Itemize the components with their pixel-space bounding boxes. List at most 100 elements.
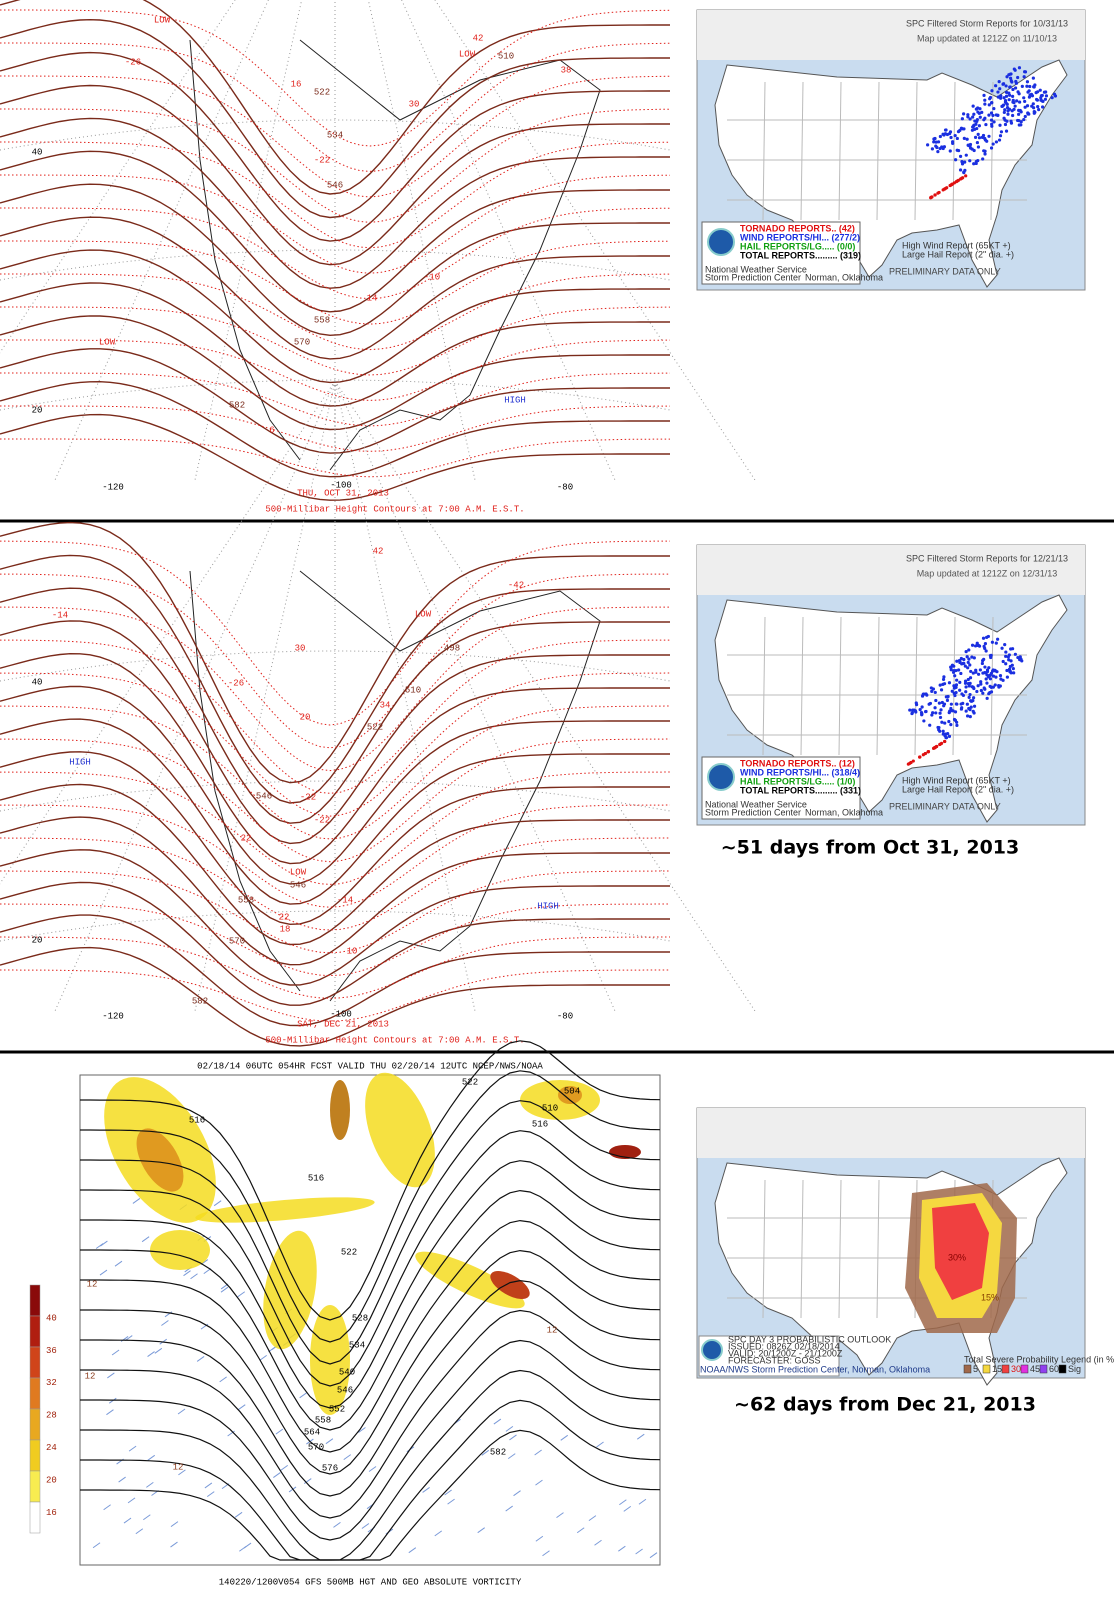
- map-label: 42: [373, 546, 384, 556]
- outlook-credit: NOAA/NWS Storm Prediction Center, Norman…: [700, 1364, 930, 1374]
- noaa-logo: [707, 763, 735, 791]
- height-map: [0, 0, 756, 501]
- wind-report: [954, 158, 958, 162]
- wind-report: [1002, 116, 1006, 120]
- legend-entry: TORNADO REPORTS.. (12): [740, 758, 855, 768]
- colorbar-segment: [29, 1284, 41, 1317]
- wind-report: [963, 168, 967, 172]
- wind-report: [975, 140, 980, 145]
- agency: National Weather Service: [705, 799, 807, 809]
- wind-report: [941, 132, 945, 136]
- meridian: [54, 380, 336, 1012]
- wind-barb: [623, 1505, 632, 1512]
- wind-report: [998, 123, 1002, 127]
- wind-report: [1039, 96, 1043, 100]
- wind-barb: [275, 1428, 284, 1435]
- map-label: 510: [498, 51, 514, 61]
- wind-report: [993, 683, 997, 687]
- height-contour: [0, 216, 670, 360]
- contour-label: 582: [490, 1447, 506, 1457]
- wind-barb: [333, 1521, 341, 1528]
- map-label: 6: [269, 425, 274, 435]
- wind-report: [942, 675, 946, 679]
- wind-report: [989, 146, 994, 150]
- wind-report: [1028, 84, 1032, 89]
- wind-report: [951, 141, 955, 145]
- map-label: 18: [280, 924, 291, 934]
- wind-report: [1011, 113, 1015, 118]
- wind-report: [983, 138, 988, 142]
- wind-report: [940, 700, 944, 705]
- wind-report: [1031, 76, 1035, 80]
- area-label: 30%: [948, 1252, 966, 1262]
- height-contour: [0, 413, 670, 501]
- wind-report: [990, 640, 995, 644]
- map-label: 546: [256, 791, 272, 801]
- wind-report: [958, 688, 962, 692]
- map-label: 498: [444, 643, 460, 653]
- wind-barb: [434, 1530, 443, 1537]
- wind-report: [967, 657, 971, 661]
- wind-report: [946, 731, 950, 736]
- wind-report: [990, 89, 994, 93]
- wind-barb: [213, 1200, 222, 1207]
- wind-report: [1009, 79, 1013, 83]
- wind-barb: [542, 1550, 550, 1557]
- map-label: 558: [238, 895, 254, 905]
- wind-report: [960, 662, 964, 666]
- wind-report: [1003, 108, 1007, 112]
- contour-label: 534: [349, 1340, 365, 1350]
- wind-report: [1005, 675, 1009, 679]
- wind-report: [930, 689, 934, 694]
- wind-report: [1023, 105, 1027, 109]
- map-label: 534: [327, 130, 343, 140]
- wind-report: [969, 146, 973, 150]
- height-contour: [0, 881, 670, 1006]
- vorticity-core: [490, 1271, 530, 1299]
- wind-barb: [361, 1523, 370, 1529]
- state-line: [800, 81, 804, 221]
- wind-barb: [649, 1552, 658, 1559]
- wind-barb: [128, 1445, 137, 1452]
- wind-report: [958, 680, 962, 684]
- wind-report: [908, 708, 912, 712]
- wind-report: [996, 637, 1000, 641]
- wind-report: [959, 707, 964, 711]
- wind-report: [1023, 70, 1027, 74]
- wind-report: [972, 704, 977, 708]
- wind-barb: [422, 1487, 430, 1493]
- wind-barb: [534, 1449, 542, 1456]
- legend-swatch: [982, 1364, 991, 1374]
- wind-report: [987, 134, 991, 138]
- wind-report: [1035, 98, 1040, 102]
- wind-barb: [560, 1434, 569, 1441]
- tornado-report: [933, 193, 937, 197]
- wind-report: [910, 711, 914, 716]
- wind-report: [957, 659, 962, 663]
- height-contour: [80, 1219, 661, 1453]
- map-label: 38: [561, 65, 572, 75]
- wind-report: [968, 663, 972, 667]
- wind-report: [927, 702, 931, 706]
- wind-barb: [123, 1517, 132, 1524]
- state-line: [914, 616, 918, 756]
- height-contour: [0, 0, 670, 195]
- wind-barb: [535, 1535, 544, 1542]
- wind-report: [947, 681, 952, 685]
- map-label: 30: [295, 643, 306, 653]
- legend-entry: 5: [973, 1364, 978, 1374]
- parallel: [0, 780, 671, 812]
- wind-report: [1043, 97, 1048, 101]
- wind-report: [1019, 120, 1023, 124]
- height-contour: [0, 718, 670, 905]
- wind-report: [1042, 90, 1047, 94]
- wind-report: [976, 684, 980, 688]
- wind-report: [1004, 84, 1008, 88]
- wind-report: [920, 694, 925, 698]
- map-label: 522: [367, 722, 383, 732]
- state-line: [762, 1179, 766, 1319]
- contour-label: 12: [87, 1279, 98, 1289]
- wind-report: [1001, 659, 1005, 664]
- wind-report: [1015, 99, 1019, 103]
- wind-barb: [237, 1404, 246, 1411]
